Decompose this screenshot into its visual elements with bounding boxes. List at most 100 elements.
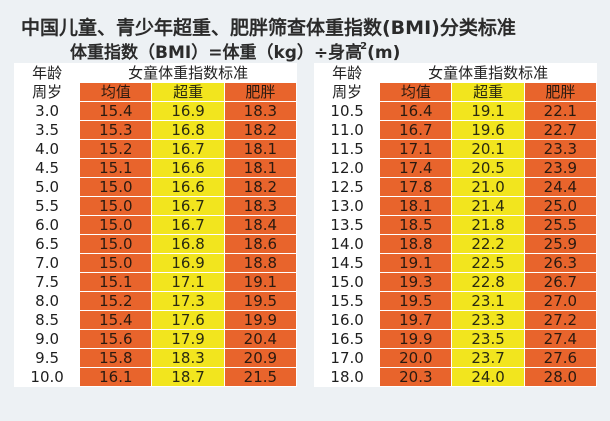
overweight-cell: 20.1 xyxy=(451,139,525,159)
age-cell: 6.0 xyxy=(13,215,81,235)
overweight-cell: 16.8 xyxy=(151,234,225,254)
average-cell: 15.6 xyxy=(79,329,153,349)
average-cell: 15.1 xyxy=(79,158,153,178)
age-cell: 8.5 xyxy=(13,310,81,330)
page-title: 中国儿童、青少年超重、肥胖筛查体重指数(BMI)分类标准 xyxy=(21,17,516,39)
table-row: 11.0 16.7 19.6 22.7 xyxy=(313,120,598,140)
obese-cell: 23.3 xyxy=(523,139,598,159)
average-cell: 20.0 xyxy=(379,348,453,368)
average-cell: 19.9 xyxy=(379,329,453,349)
average-cell: 16.1 xyxy=(79,367,153,387)
overweight-cell: 19.6 xyxy=(451,120,525,140)
column-header-obese: 肥胖 xyxy=(523,82,598,102)
age-cell: 7.0 xyxy=(13,253,81,273)
table-row: 15.5 19.5 23.1 27.0 xyxy=(313,291,598,311)
table-row: 8.5 15.4 17.6 19.9 xyxy=(13,310,298,330)
average-cell: 15.0 xyxy=(79,196,153,216)
overweight-cell: 16.6 xyxy=(151,158,225,178)
average-cell: 15.3 xyxy=(79,120,153,140)
age-header: 年龄 xyxy=(313,63,381,83)
obese-cell: 18.4 xyxy=(223,215,298,235)
average-cell: 17.1 xyxy=(379,139,453,159)
overweight-cell: 17.1 xyxy=(151,272,225,292)
obese-cell: 26.3 xyxy=(523,253,598,273)
average-cell: 19.3 xyxy=(379,272,453,292)
bmi-table-right: 年龄 女童体重指数标准 周岁 均值 超重 肥胖 10.5 16.4 19.1 22.1… xyxy=(313,63,598,387)
table-row: 12.0 17.4 20.5 23.9 xyxy=(313,158,598,178)
table-row: 3.5 15.3 16.8 18.2 xyxy=(13,120,298,140)
overweight-cell: 22.8 xyxy=(451,272,525,292)
age-subheader: 周岁 xyxy=(313,82,381,102)
obese-cell: 22.7 xyxy=(523,120,598,140)
formula-exponent: 2 xyxy=(360,41,368,52)
table-row: 16.5 19.9 23.5 27.4 xyxy=(313,329,598,349)
obese-cell: 25.5 xyxy=(523,215,598,235)
overweight-cell: 20.5 xyxy=(451,158,525,178)
average-cell: 17.8 xyxy=(379,177,453,197)
average-cell: 19.7 xyxy=(379,310,453,330)
obese-cell: 20.4 xyxy=(223,329,298,349)
overweight-cell: 18.7 xyxy=(151,367,225,387)
overweight-cell: 17.6 xyxy=(151,310,225,330)
age-cell: 13.5 xyxy=(313,215,381,235)
average-cell: 16.7 xyxy=(379,120,453,140)
obese-cell: 19.1 xyxy=(223,272,298,292)
table-row: 6.5 15.0 16.8 18.6 xyxy=(13,234,298,254)
age-cell: 6.5 xyxy=(13,234,81,254)
age-cell: 9.0 xyxy=(13,329,81,349)
obese-cell: 27.6 xyxy=(523,348,598,368)
table-body-left: 3.0 15.4 16.9 18.3 3.5 15.3 16.8 18.2 4.0 15.2 16.… xyxy=(13,101,298,387)
overweight-cell: 16.6 xyxy=(151,177,225,197)
table-row: 6.0 15.0 16.7 18.4 xyxy=(13,215,298,235)
table-row: 9.5 15.8 18.3 20.9 xyxy=(13,348,298,368)
obese-cell: 21.5 xyxy=(223,367,298,387)
obese-cell: 27.0 xyxy=(523,291,598,311)
age-cell: 12.0 xyxy=(313,158,381,178)
overweight-cell: 22.2 xyxy=(451,234,525,254)
average-cell: 15.0 xyxy=(79,253,153,273)
age-cell: 4.0 xyxy=(13,139,81,159)
group-header: 女童体重指数标准 xyxy=(379,63,597,83)
table-row: 3.0 15.4 16.9 18.3 xyxy=(13,101,298,121)
table-row: 5.5 15.0 16.7 18.3 xyxy=(13,196,298,216)
overweight-cell: 21.0 xyxy=(451,177,525,197)
overweight-cell: 16.7 xyxy=(151,139,225,159)
table-row: 11.5 17.1 20.1 23.3 xyxy=(313,139,598,159)
average-cell: 15.4 xyxy=(79,101,153,121)
obese-cell: 25.9 xyxy=(523,234,598,254)
obese-cell: 19.5 xyxy=(223,291,298,311)
age-cell: 3.5 xyxy=(13,120,81,140)
formula-text: 体重指数（BMI）=体重（kg）÷身高 xyxy=(70,43,363,63)
overweight-cell: 22.5 xyxy=(451,253,525,273)
overweight-cell: 18.3 xyxy=(151,348,225,368)
overweight-cell: 24.0 xyxy=(451,367,525,387)
average-cell: 16.4 xyxy=(379,101,453,121)
average-cell: 18.1 xyxy=(379,196,453,216)
obese-cell: 18.3 xyxy=(223,196,298,216)
age-cell: 9.5 xyxy=(13,348,81,368)
average-cell: 15.1 xyxy=(79,272,153,292)
age-cell: 11.0 xyxy=(313,120,381,140)
overweight-cell: 16.7 xyxy=(151,196,225,216)
bmi-table-left: 年龄 女童体重指数标准 周岁 均值 超重 肥胖 3.0 15.4 16.9 18.3 3… xyxy=(13,63,298,387)
table-row: 13.0 18.1 21.4 25.0 xyxy=(313,196,598,216)
obese-cell: 20.9 xyxy=(223,348,298,368)
overweight-cell: 23.7 xyxy=(451,348,525,368)
bmi-formula: 体重指数（BMI）=体重（kg）÷身高2(m) xyxy=(70,38,400,63)
column-header-overweight: 超重 xyxy=(151,82,225,102)
age-cell: 17.0 xyxy=(313,348,381,368)
table-row: 12.5 17.8 21.0 24.4 xyxy=(313,177,598,197)
column-header-overweight: 超重 xyxy=(451,82,525,102)
age-cell: 5.0 xyxy=(13,177,81,197)
overweight-cell: 17.3 xyxy=(151,291,225,311)
average-cell: 15.0 xyxy=(79,234,153,254)
obese-cell: 28.0 xyxy=(523,367,598,387)
obese-cell: 18.8 xyxy=(223,253,298,273)
age-cell: 13.0 xyxy=(313,196,381,216)
overweight-cell: 17.9 xyxy=(151,329,225,349)
column-header-average: 均值 xyxy=(379,82,453,102)
overweight-cell: 21.4 xyxy=(451,196,525,216)
obese-cell: 18.2 xyxy=(223,120,298,140)
obese-cell: 18.6 xyxy=(223,234,298,254)
age-cell: 4.5 xyxy=(13,158,81,178)
